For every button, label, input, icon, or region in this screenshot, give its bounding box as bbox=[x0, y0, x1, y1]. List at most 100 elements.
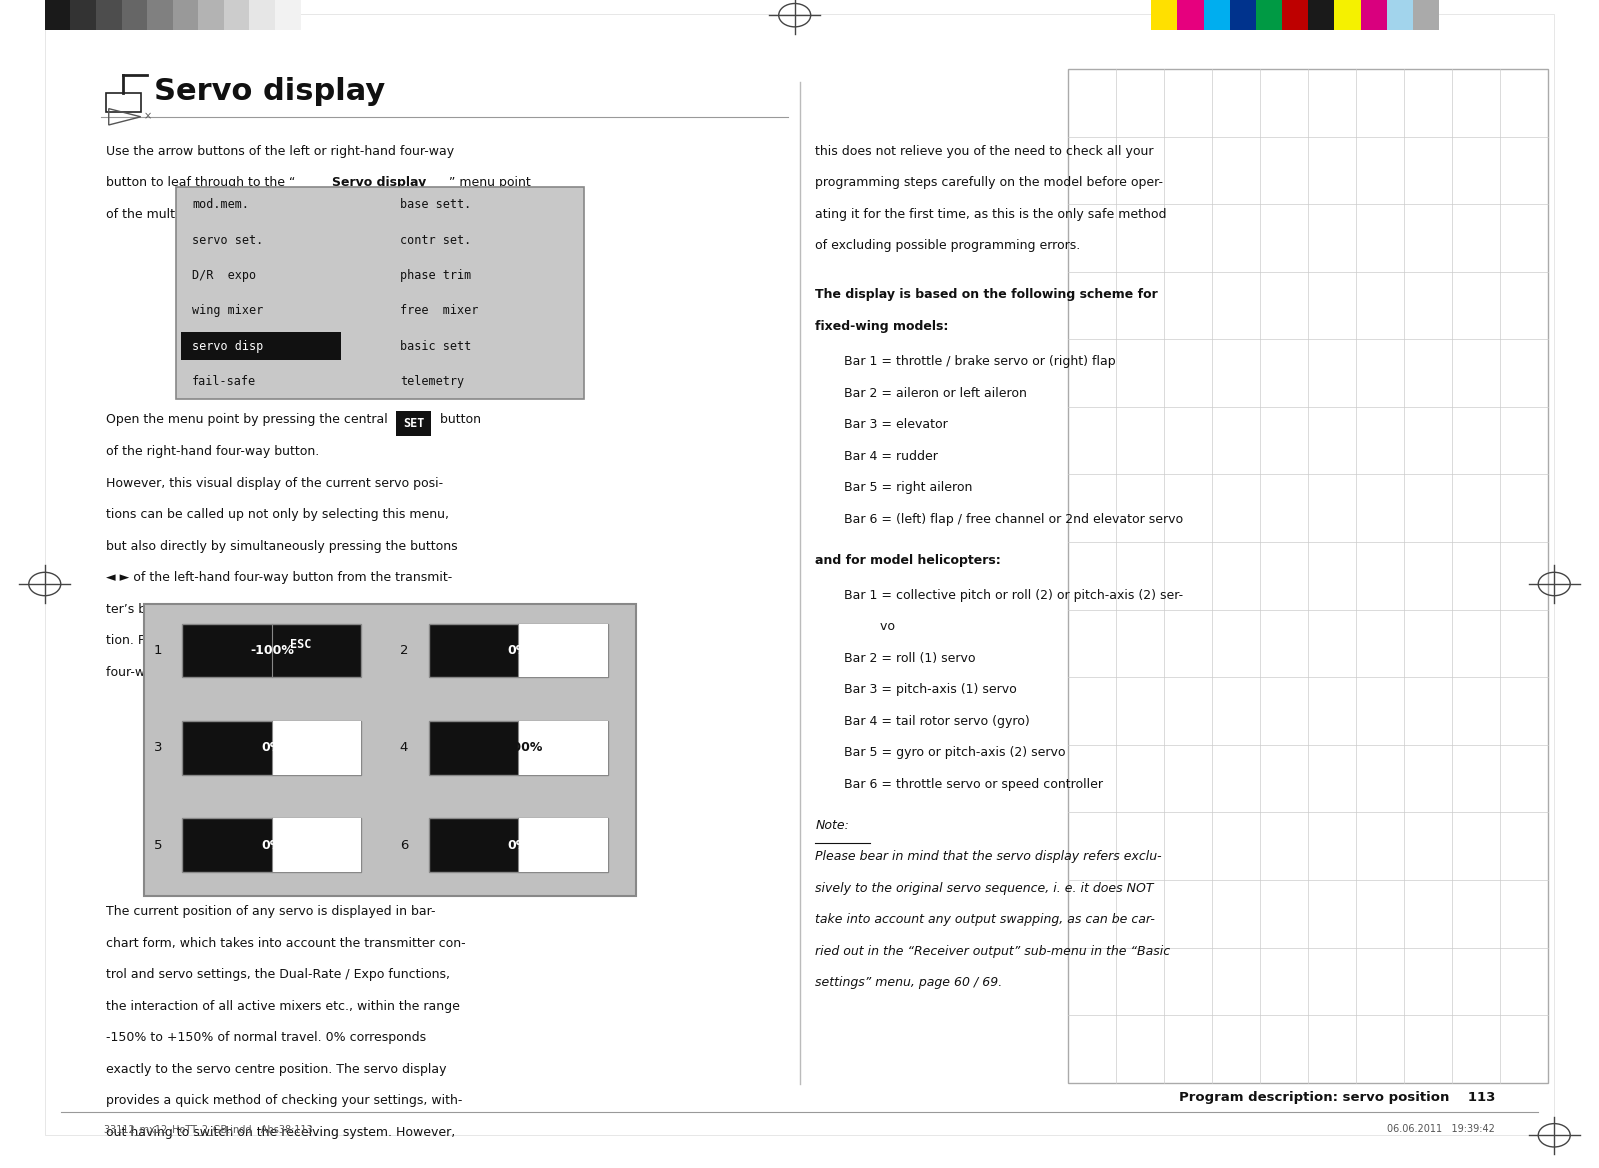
Text: button of the left-hand: button of the left-hand bbox=[323, 634, 469, 647]
Bar bbox=[397, 411, 432, 436]
Text: fixed-wing models:: fixed-wing models: bbox=[815, 320, 948, 333]
Text: 1: 1 bbox=[154, 644, 161, 658]
Bar bbox=[249, 0, 275, 30]
Text: but also directly by simultaneously pressing the buttons: but also directly by simultaneously pres… bbox=[106, 540, 457, 552]
Text: 06.06.2011   19:39:42: 06.06.2011 19:39:42 bbox=[1388, 1124, 1495, 1134]
Bar bbox=[429, 721, 608, 774]
Text: button to leaf through to the “: button to leaf through to the “ bbox=[106, 176, 294, 189]
Bar bbox=[1068, 69, 1548, 1083]
Text: Servo display: Servo display bbox=[154, 77, 385, 105]
Text: and for model helicopters:: and for model helicopters: bbox=[815, 554, 1001, 566]
Text: provides a quick method of checking your settings, with-: provides a quick method of checking your… bbox=[106, 1094, 462, 1107]
Text: Bar 3 = pitch-axis (1) servo: Bar 3 = pitch-axis (1) servo bbox=[844, 683, 1017, 696]
Bar bbox=[429, 624, 608, 677]
Text: +100%: +100% bbox=[494, 742, 542, 755]
Text: ESC: ESC bbox=[289, 638, 312, 652]
Bar bbox=[173, 0, 198, 30]
Text: 3: 3 bbox=[154, 742, 161, 755]
Bar bbox=[224, 0, 249, 30]
Bar bbox=[106, 93, 141, 112]
Text: chart form, which takes into account the transmitter con-: chart form, which takes into account the… bbox=[106, 937, 465, 950]
Bar bbox=[45, 0, 70, 30]
Bar bbox=[1177, 0, 1204, 30]
Text: phase trim: phase trim bbox=[400, 269, 472, 281]
Text: mod.mem.: mod.mem. bbox=[192, 199, 249, 211]
Bar bbox=[176, 187, 584, 399]
Text: Bar 2 = aileron or left aileron: Bar 2 = aileron or left aileron bbox=[844, 387, 1027, 399]
Text: Please bear in mind that the servo display refers exclu-: Please bear in mind that the servo displ… bbox=[815, 850, 1162, 863]
Text: D/R  expo: D/R expo bbox=[192, 269, 256, 281]
Text: programming steps carefully on the model before oper-: programming steps carefully on the model… bbox=[815, 176, 1164, 189]
Text: basic sett: basic sett bbox=[400, 340, 472, 353]
Text: Bar 5 = gyro or pitch-axis (2) servo: Bar 5 = gyro or pitch-axis (2) servo bbox=[844, 746, 1067, 759]
Text: this does not relieve you of the need to check all your: this does not relieve you of the need to… bbox=[815, 145, 1154, 158]
Text: four-way button returns you to your starting point again.: four-way button returns you to your star… bbox=[106, 666, 461, 679]
Text: 0%: 0% bbox=[507, 839, 529, 851]
Bar bbox=[1335, 0, 1361, 30]
Text: Use the arrow buttons of the left or right-hand four-way: Use the arrow buttons of the left or rig… bbox=[106, 145, 454, 158]
Text: wing mixer: wing mixer bbox=[192, 305, 264, 318]
Text: Bar 3 = elevator: Bar 3 = elevator bbox=[844, 418, 948, 431]
Text: out having to switch on the receiving system. However,: out having to switch on the receiving sy… bbox=[106, 1126, 454, 1139]
Bar bbox=[275, 0, 301, 30]
Bar bbox=[70, 0, 96, 30]
Bar bbox=[1255, 0, 1282, 30]
Text: Bar 2 = roll (1) servo: Bar 2 = roll (1) servo bbox=[844, 652, 975, 665]
Bar bbox=[198, 0, 224, 30]
Bar bbox=[1308, 0, 1335, 30]
Bar bbox=[1204, 0, 1230, 30]
Bar bbox=[182, 819, 361, 872]
Bar bbox=[518, 721, 608, 774]
Bar bbox=[283, 632, 318, 656]
Text: tion. Pressing the central: tion. Pressing the central bbox=[106, 634, 265, 647]
Bar bbox=[182, 721, 361, 774]
Text: servo disp: servo disp bbox=[192, 340, 264, 353]
Text: Bar 4 = rudder: Bar 4 = rudder bbox=[844, 450, 939, 463]
Text: ×: × bbox=[144, 112, 152, 121]
Text: of the multi-function menu:: of the multi-function menu: bbox=[106, 208, 278, 221]
Text: The display is based on the following scheme for: The display is based on the following sc… bbox=[815, 288, 1158, 301]
Text: -100%: -100% bbox=[249, 644, 294, 658]
Bar bbox=[147, 0, 173, 30]
Bar bbox=[272, 819, 361, 872]
Bar bbox=[182, 624, 361, 677]
Text: Bar 5 = right aileron: Bar 5 = right aileron bbox=[844, 481, 972, 494]
Text: ried out in the “Receiver output” sub-menu in the “Basic: ried out in the “Receiver output” sub-me… bbox=[815, 945, 1170, 958]
Text: 0%: 0% bbox=[507, 644, 529, 658]
Text: sively to the original servo sequence, i. e. it does NOT: sively to the original servo sequence, i… bbox=[815, 882, 1154, 895]
Bar bbox=[181, 332, 341, 360]
Text: ◄ ► of the left-hand four-way button from the transmit-: ◄ ► of the left-hand four-way button fro… bbox=[106, 571, 453, 584]
Text: Note:: Note: bbox=[815, 819, 849, 832]
Text: contr set.: contr set. bbox=[400, 234, 472, 246]
Bar bbox=[518, 819, 608, 872]
Text: SET: SET bbox=[403, 417, 424, 431]
Text: 0%: 0% bbox=[261, 742, 283, 755]
Text: settings” menu, page 60 / 69.: settings” menu, page 60 / 69. bbox=[815, 976, 1003, 989]
Text: vo: vo bbox=[844, 620, 895, 633]
Text: take into account any output swapping, as can be car-: take into account any output swapping, a… bbox=[815, 913, 1156, 926]
Bar bbox=[96, 0, 122, 30]
Text: servo set.: servo set. bbox=[192, 234, 264, 246]
Text: Bar 1 = throttle / brake servo or (right) flap: Bar 1 = throttle / brake servo or (right… bbox=[844, 355, 1116, 368]
Text: 2: 2 bbox=[400, 644, 408, 658]
Bar bbox=[1151, 0, 1177, 30]
Text: Bar 1 = collective pitch or roll (2) or pitch-axis (2) ser-: Bar 1 = collective pitch or roll (2) or … bbox=[844, 589, 1183, 602]
Text: trol and servo settings, the Dual-Rate / Expo functions,: trol and servo settings, the Dual-Rate /… bbox=[106, 968, 449, 981]
Text: Bar 4 = tail rotor servo (gyro): Bar 4 = tail rotor servo (gyro) bbox=[844, 715, 1030, 728]
Text: Open the menu point by pressing the central: Open the menu point by pressing the cent… bbox=[106, 413, 392, 426]
Bar bbox=[122, 0, 147, 30]
Text: Bar 6 = (left) flap / free channel or 2nd elevator servo: Bar 6 = (left) flap / free channel or 2n… bbox=[844, 513, 1183, 526]
Text: Bar 6 = throttle servo or speed controller: Bar 6 = throttle servo or speed controll… bbox=[844, 778, 1103, 791]
Bar bbox=[1230, 0, 1255, 30]
Text: exactly to the servo centre position. The servo display: exactly to the servo centre position. Th… bbox=[106, 1063, 446, 1076]
Text: 33112_mx12_HoTT_2_GB.indd   Abs38:113: 33112_mx12_HoTT_2_GB.indd Abs38:113 bbox=[104, 1124, 313, 1134]
Bar bbox=[1414, 0, 1439, 30]
Bar bbox=[429, 819, 608, 872]
Text: telemetry: telemetry bbox=[400, 375, 464, 388]
Text: 5: 5 bbox=[154, 839, 161, 851]
Text: button: button bbox=[437, 413, 481, 426]
Text: Servo display: Servo display bbox=[331, 176, 425, 189]
Text: However, this visual display of the current servo posi-: However, this visual display of the curr… bbox=[106, 477, 443, 489]
Text: ” menu point: ” menu point bbox=[448, 176, 531, 189]
Bar bbox=[144, 604, 636, 896]
